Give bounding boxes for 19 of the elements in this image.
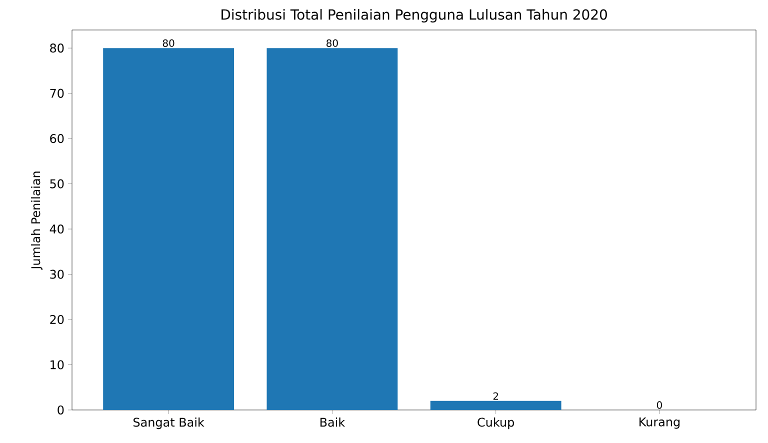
y-tick-label: 30 <box>50 270 64 279</box>
y-tick-label: 60 <box>50 134 64 144</box>
x-tick-label: Baik <box>320 418 346 427</box>
y-axis-title: Jumlah Penilaian <box>30 172 42 270</box>
y-tick-label: 80 <box>50 44 64 53</box>
x-tick-label: Sangat Baik <box>134 418 204 430</box>
y-tick-label: 0 <box>58 405 64 415</box>
data-label: 80 <box>162 39 174 47</box>
data-label: 0 <box>656 401 662 409</box>
data-label: 80 <box>326 39 338 47</box>
x-tick-label: Cukup <box>478 418 514 430</box>
y-tick-label: 50 <box>50 179 64 188</box>
y-tick-label: 40 <box>50 224 64 234</box>
chart-title: Distribusi Total Penilaian Pengguna Lulusan Tahun 2020 <box>222 9 607 22</box>
x-tick-label: Kurang <box>640 418 680 429</box>
y-tick-label: 70 <box>50 88 64 98</box>
y-tick-label: 20 <box>50 314 64 324</box>
data-label: 2 <box>493 392 498 400</box>
y-tick-label: 10 <box>50 360 64 370</box>
